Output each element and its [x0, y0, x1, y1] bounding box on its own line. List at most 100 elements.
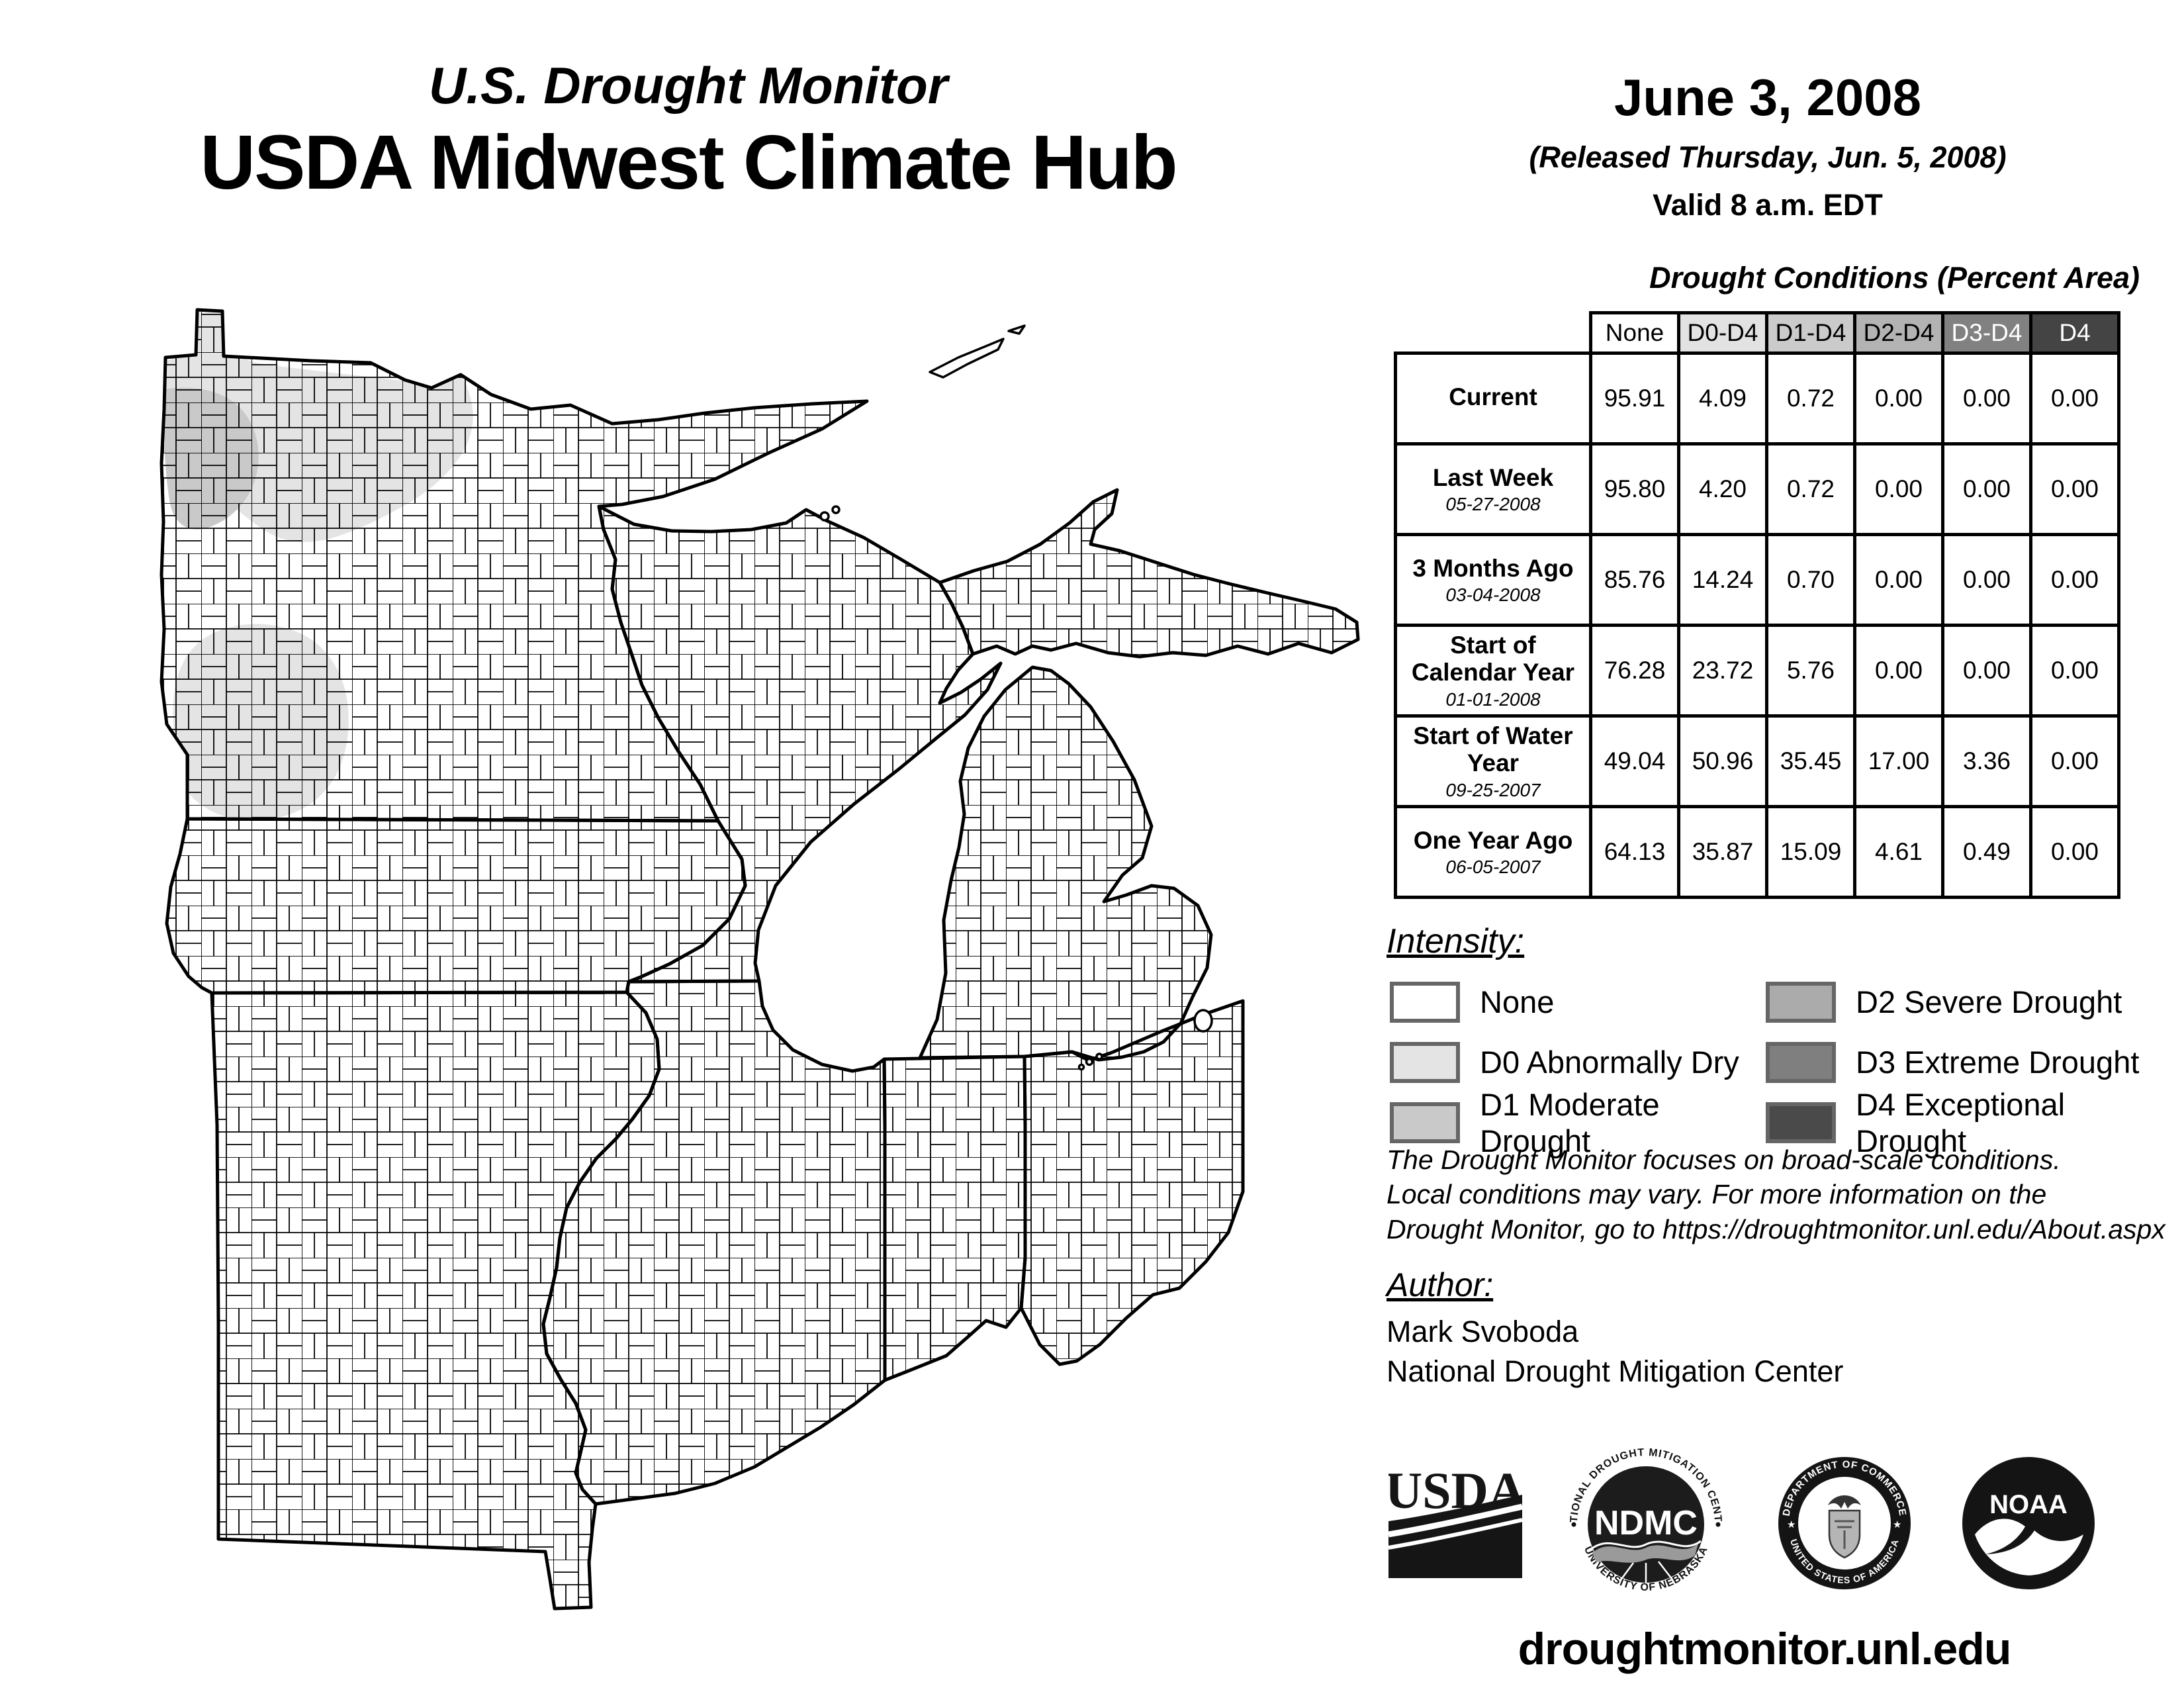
value-cell: 76.28	[1589, 624, 1680, 718]
col-header-d0d4: D0-D4	[1677, 311, 1768, 355]
row-date: 06-05-2007	[1445, 857, 1541, 878]
intensity-legend: None D2 Severe Drought D0 Abnormally Dry…	[1390, 972, 2158, 1158]
value-cell: 0.00	[1941, 442, 2032, 536]
ndmc-dot	[1571, 1522, 1576, 1527]
state-indiana	[882, 1055, 1027, 1382]
legend-item-d4: D4 Exceptional Drought	[1766, 1087, 2158, 1158]
value-cell: 4.09	[1677, 352, 1768, 445]
row-date: 09-25-2007	[1445, 779, 1541, 800]
usda-logo-icon: USDA	[1388, 1464, 1522, 1578]
page-title: USDA Midwest Climate Hub	[200, 119, 1177, 205]
noaa-logo-icon: NOAA	[1962, 1457, 2095, 1589]
usda-stripe	[1388, 1518, 1522, 1550]
value-cell: 95.80	[1589, 442, 1680, 536]
ndmc-center-text: NDMC	[1594, 1504, 1698, 1542]
state-iowa	[165, 817, 747, 995]
legend-item-d1: D1 Moderate Drought	[1390, 1087, 1766, 1158]
legend-swatch-d2	[1766, 981, 1836, 1023]
ndmc-dot	[1715, 1522, 1721, 1527]
value-cell: 50.96	[1677, 714, 1768, 808]
value-cell: 35.45	[1765, 714, 1856, 808]
col-header-d3d4: D3-D4	[1941, 311, 2032, 355]
value-cell: 0.00	[2029, 624, 2120, 718]
table-row-3-months-ago: 3 Months Ago 03-04-2008 85.76 14.24 0.70 …	[1394, 533, 2120, 627]
legend-item-d0: D0 Abnormally Dry	[1390, 1032, 1766, 1092]
lake-erie-island	[1085, 1057, 1094, 1066]
row-label: 3 Months Ago	[1412, 554, 1574, 582]
table-row-last-week: Last Week 05-27-2008 95.80 4.20 0.72 0.00…	[1394, 442, 2120, 536]
value-cell: 0.49	[1941, 805, 2032, 899]
row-label: Start of Calendar Year	[1411, 631, 1575, 686]
value-cell: 0.70	[1765, 533, 1856, 627]
value-cell: 5.76	[1765, 624, 1856, 718]
col-header-d4: D4	[2029, 311, 2120, 355]
doc-star: ★	[1893, 1519, 1901, 1530]
author-name: Mark Svoboda	[1387, 1315, 1579, 1348]
legend-heading: Intensity:	[1387, 922, 1525, 961]
value-cell: 15.09	[1765, 805, 1856, 899]
value-cell: 0.72	[1765, 352, 1856, 445]
drought-conditions-table: None D0-D4 D1-D4 D2-D4 D3-D4 D4 Current …	[1394, 311, 2120, 899]
table-caption: Drought Conditions (Percent Area)	[1649, 261, 2140, 295]
value-cell: 14.24	[1677, 533, 1768, 627]
ndmc-wave	[1592, 1544, 1698, 1563]
value-cell: 0.00	[1853, 442, 1944, 536]
valid-time: Valid 8 a.m. EDT	[1653, 188, 1883, 222]
row-label: Start of Water Year	[1413, 722, 1573, 777]
value-cell: 3.36	[1941, 714, 2032, 808]
value-cell: 0.00	[2029, 805, 2120, 899]
footer-url: droughtmonitor.unl.edu	[1518, 1624, 2012, 1674]
apostle-island	[819, 511, 830, 522]
apostle-island	[831, 505, 841, 514]
value-cell: 0.00	[1941, 352, 2032, 445]
ndmc-road-lines	[1619, 1561, 1672, 1583]
value-cell: 17.00	[1853, 714, 1944, 808]
legend-item-d2: D2 Severe Drought	[1766, 972, 2158, 1032]
state-minnesota	[159, 308, 869, 823]
state-michigan-upper-peninsula	[938, 488, 1360, 659]
value-cell: 0.00	[1941, 533, 2032, 627]
row-label: Last Week	[1432, 463, 1554, 491]
usda-stripe	[1388, 1503, 1522, 1538]
table-row-current: Current 95.91 4.09 0.72 0.00 0.00 0.00	[1394, 352, 2120, 445]
legend-item-none: None	[1390, 972, 1766, 1032]
col-header-d2d4: D2-D4	[1853, 311, 1944, 355]
commerce-seal-icon: DEPARTMENT OF COMMERCE UNITED STATES OF …	[1778, 1457, 1911, 1589]
midwest-drought-map	[159, 308, 1360, 1611]
value-cell: 85.76	[1589, 533, 1680, 627]
value-cell: 0.00	[1853, 533, 1944, 627]
noaa-text: NOAA	[1989, 1490, 2068, 1519]
report-supertitle: U.S. Drought Monitor	[428, 56, 948, 115]
table-row-start-water-year: Start of Water Year 09-25-2007 49.04 50.9…	[1394, 714, 2120, 808]
author-heading: Author:	[1387, 1266, 1494, 1303]
row-label: One Year Ago	[1413, 826, 1573, 854]
ndmc-seal-icon: NATIONAL DROUGHT MITIGATION CENTER UNIVE…	[1567, 1436, 1723, 1593]
doc-shield-detail	[1835, 1520, 1854, 1549]
legend-item-d3: D3 Extreme Drought	[1766, 1032, 2158, 1092]
legend-swatch-none	[1390, 981, 1460, 1023]
row-date: 01-01-2008	[1445, 688, 1541, 710]
lake-erie-island	[1077, 1063, 1085, 1071]
value-cell: 0.00	[1853, 624, 1944, 718]
row-date: 05-27-2008	[1445, 494, 1541, 515]
value-cell: 0.00	[2029, 352, 2120, 445]
col-header-d1d4: D1-D4	[1765, 311, 1856, 355]
small-island	[1007, 324, 1026, 335]
lake-st-clair	[1193, 1009, 1213, 1033]
value-cell: 0.00	[2029, 533, 2120, 627]
table-row-one-year-ago: One Year Ago 06-05-2007 64.13 35.87 15.09…	[1394, 805, 2120, 899]
noaa-bird-swoosh	[1975, 1519, 2083, 1575]
legend-swatch-d3	[1766, 1041, 1836, 1083]
value-cell: 0.00	[1941, 624, 2032, 718]
lake-erie-island	[1095, 1053, 1103, 1060]
disclaimer-text: The Drought Monitor focuses on broad-sca…	[1387, 1145, 2165, 1244]
state-wisconsin	[597, 504, 1003, 984]
value-cell: 64.13	[1589, 805, 1680, 899]
table-row-start-calendar-year: Start of Calendar Year 01-01-2008 76.28 2…	[1394, 624, 2120, 718]
value-cell: 0.00	[1853, 352, 1944, 445]
legend-swatch-d0	[1390, 1041, 1460, 1083]
value-cell: 0.00	[2029, 714, 2120, 808]
value-cell: 4.61	[1853, 805, 1944, 899]
value-cell: 49.04	[1589, 714, 1680, 808]
table-corner-cell	[1395, 312, 1591, 353]
